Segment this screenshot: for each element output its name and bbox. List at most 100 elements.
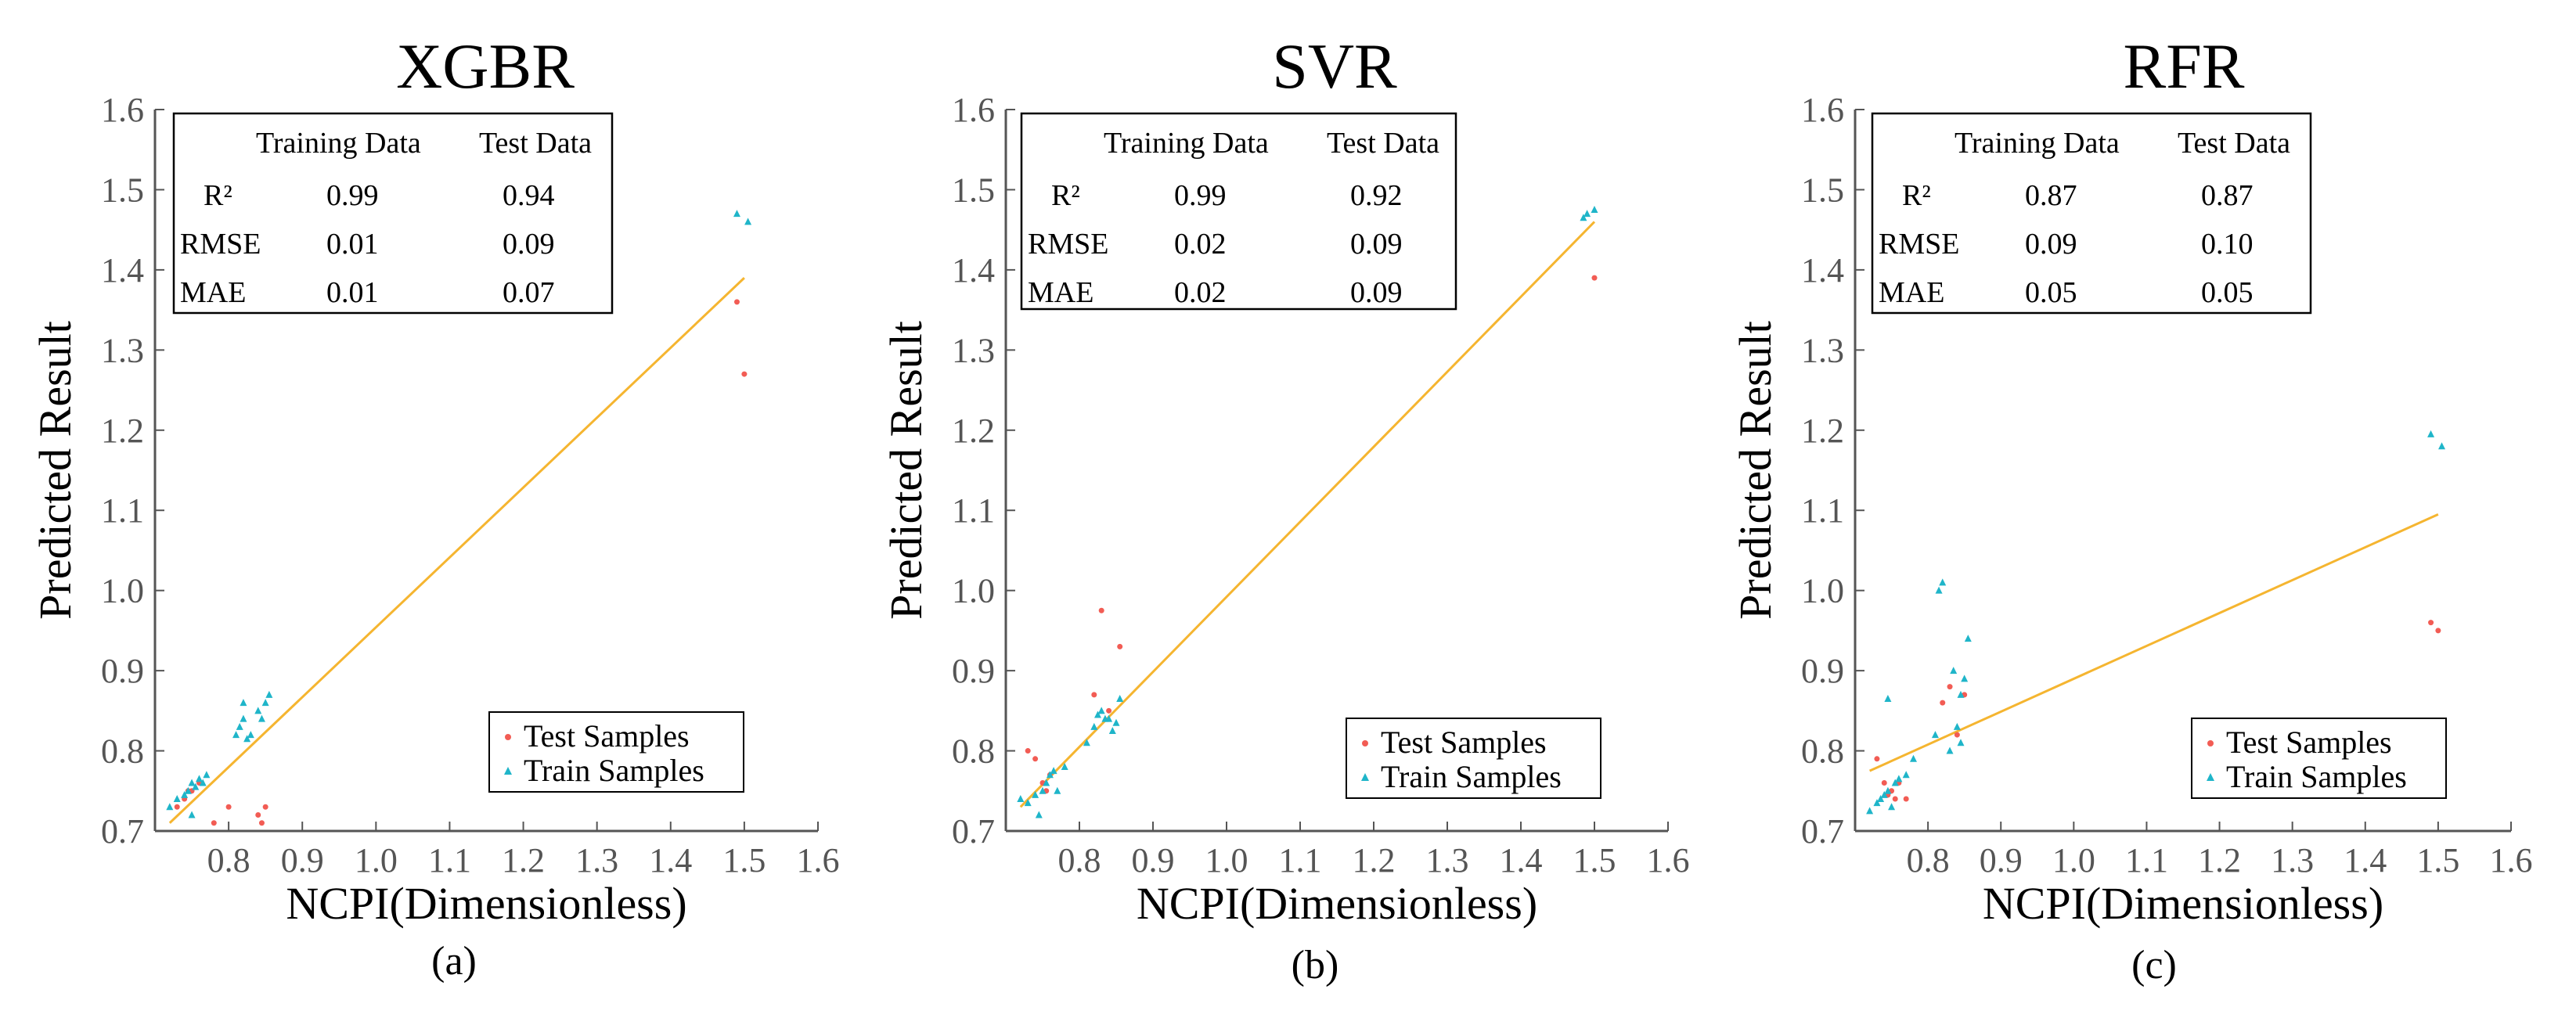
y-tick-label: 1.3 (1801, 331, 1844, 369)
chart-title: XGBR (396, 31, 575, 102)
train-point (1035, 811, 1043, 818)
metrics-test-value: 0.09 (1350, 228, 1403, 261)
metrics-row-label: MAE (180, 276, 246, 309)
y-tick-label: 1.3 (101, 331, 144, 369)
test-point (262, 804, 268, 810)
x-tick-label: 0.9 (1980, 841, 2023, 880)
metrics-table: Training Data Test Data R² 0.87 0.87 RMSE 0.09… (1871, 112, 2312, 315)
legend-border (1346, 718, 1601, 799)
y-tick-label: 1.5 (1801, 171, 1844, 209)
y-axis-label: Predicted Result (1730, 321, 1781, 620)
x-tick-label: 1.4 (1500, 841, 1543, 880)
train-point (1046, 771, 1054, 779)
metrics-test-value: 0.94 (503, 179, 555, 212)
train-samples-series (166, 210, 752, 818)
train-point (265, 690, 273, 698)
train-point (1043, 779, 1050, 786)
train-point (195, 775, 203, 782)
y-tick-label: 1.1 (952, 491, 995, 530)
train-point (1895, 775, 1903, 782)
y-tick-label: 1.5 (952, 171, 995, 209)
y-tick-label: 1.2 (1801, 412, 1844, 450)
test-point (1954, 732, 1960, 738)
y-tick-label: 1.2 (952, 412, 995, 450)
x-tick-label: 0.9 (1132, 841, 1175, 880)
train-point (1866, 807, 1874, 815)
x-tick-label: 0.8 (207, 841, 250, 880)
test-point (1032, 756, 1039, 762)
x-axis-label: NCPI(Dimensionless) (286, 878, 686, 929)
test-point (2428, 620, 2434, 626)
y-tick-label: 1.0 (101, 572, 144, 610)
test-point (211, 820, 217, 826)
test-point (1025, 748, 1031, 754)
train-point (1891, 779, 1899, 786)
train-point (1880, 790, 1888, 798)
train-point (1083, 739, 1090, 746)
train-point (254, 707, 262, 714)
metrics-train-value: 0.99 (1174, 179, 1227, 212)
x-tick-label: 1.1 (1279, 841, 1322, 880)
legend-test-label: Test Samples (2226, 725, 2392, 760)
metrics-train-value: 0.02 (1174, 228, 1227, 261)
x-tick-label: 1.4 (649, 841, 692, 880)
x-tick-label: 1.0 (2052, 841, 2095, 880)
metrics-train-value: 0.05 (2025, 276, 2077, 309)
train-point (1580, 214, 1587, 221)
x-tick-label: 1.6 (2490, 841, 2533, 880)
y-axis-label: Predicted Result (30, 321, 81, 620)
metrics-table: Training Data Test Data R² 0.99 0.92 RMSE 0.02… (1020, 112, 1457, 311)
x-tick-label: 1.3 (575, 841, 618, 880)
y-tick-label: 0.9 (952, 652, 995, 690)
metrics-header-test: Test Data (1327, 127, 1439, 160)
test-point (1881, 780, 1887, 786)
metrics-row-label: RMSE (1028, 228, 1108, 261)
test-point (1892, 796, 1898, 802)
x-tick-label: 1.5 (2416, 841, 2459, 880)
train-point (1902, 771, 1910, 779)
x-tick-label: 1.5 (1573, 841, 1616, 880)
x-tick-label: 0.8 (1058, 841, 1101, 880)
test-point (1940, 700, 1946, 706)
train-point (1090, 722, 1098, 730)
train-point (240, 699, 247, 707)
test-point (1874, 756, 1880, 762)
metrics-test-value: 0.09 (503, 228, 555, 261)
legend-test-marker (2207, 740, 2214, 746)
metrics-test-value: 0.10 (2201, 228, 2254, 261)
test-point (1117, 643, 1123, 649)
y-tick-label: 1.4 (952, 251, 995, 290)
y-tick-label: 1.2 (101, 412, 144, 450)
train-point (1957, 739, 1965, 746)
test-point (733, 299, 740, 305)
legend-border (488, 711, 744, 793)
y-tick-label: 1.0 (952, 572, 995, 610)
train-point (2438, 442, 2446, 450)
test-point (1098, 607, 1104, 613)
metrics-test-value: 0.87 (2201, 179, 2254, 212)
x-tick-label: 0.8 (1907, 841, 1950, 880)
metrics-row-label: R² (1051, 179, 1080, 212)
panel-label: (c) (2131, 943, 2177, 987)
metrics-header-training: Training Data (1104, 127, 1269, 160)
metrics-row-label: RMSE (180, 228, 261, 261)
y-tick-label: 1.6 (952, 91, 995, 129)
x-tick-label: 1.5 (722, 841, 766, 880)
y-tick-label: 1.0 (1801, 572, 1844, 610)
train-point (1032, 790, 1039, 798)
test-point (1591, 275, 1598, 281)
metrics-test-value: 0.09 (1350, 276, 1403, 309)
train-samples-series (1866, 430, 2446, 815)
y-tick-label: 0.7 (1801, 812, 1844, 851)
train-point (1116, 694, 1124, 702)
train-point (188, 779, 196, 786)
train-point (1946, 746, 1954, 754)
fit-line (1869, 513, 2439, 772)
y-tick-label: 0.9 (101, 652, 144, 690)
train-point (181, 790, 189, 798)
train-point (1583, 210, 1591, 218)
test-point (2435, 628, 2441, 634)
legend-train-marker (2207, 773, 2214, 781)
